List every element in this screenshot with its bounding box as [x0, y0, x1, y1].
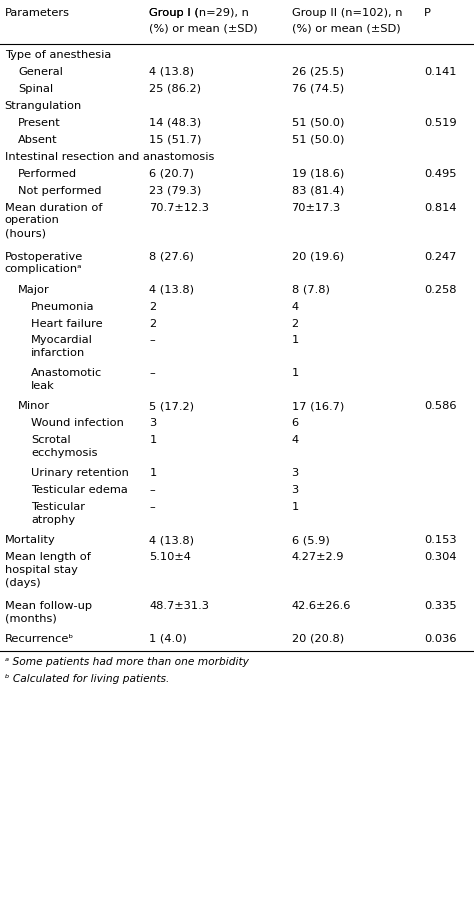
Text: 76 (74.5): 76 (74.5) — [292, 84, 344, 94]
Text: 2: 2 — [149, 301, 156, 311]
Text: Testicular
atrophy: Testicular atrophy — [31, 502, 85, 525]
Text: Present: Present — [18, 118, 61, 128]
Text: Mean length of
hospital stay
(days): Mean length of hospital stay (days) — [5, 552, 91, 588]
Text: 0.247: 0.247 — [424, 252, 456, 262]
Text: 5 (17.2): 5 (17.2) — [149, 401, 194, 411]
Text: 20 (19.6): 20 (19.6) — [292, 252, 344, 262]
Text: Urinary retention: Urinary retention — [31, 468, 129, 478]
Text: 1: 1 — [149, 468, 156, 478]
Text: 1: 1 — [292, 502, 299, 512]
Text: 42.6±26.6: 42.6±26.6 — [292, 601, 351, 611]
Text: 0.036: 0.036 — [424, 634, 457, 644]
Text: Myocardial
infarction: Myocardial infarction — [31, 336, 93, 358]
Text: Not performed: Not performed — [18, 186, 101, 196]
Text: 25 (86.2): 25 (86.2) — [149, 84, 201, 94]
Text: Mean duration of
operation
(hours): Mean duration of operation (hours) — [5, 203, 102, 238]
Text: Heart failure: Heart failure — [31, 318, 103, 328]
Text: 0.335: 0.335 — [424, 601, 457, 611]
Text: 2: 2 — [292, 318, 299, 328]
Text: 17 (16.7): 17 (16.7) — [292, 401, 344, 411]
Text: 8 (7.8): 8 (7.8) — [292, 284, 329, 295]
Text: Minor: Minor — [18, 401, 50, 411]
Text: Testicular edema: Testicular edema — [31, 485, 128, 495]
Text: ᵃ Some patients had more than one morbidity: ᵃ Some patients had more than one morbid… — [5, 657, 249, 667]
Text: 4: 4 — [292, 436, 299, 446]
Text: 4 (13.8): 4 (13.8) — [149, 535, 194, 545]
Text: Major: Major — [18, 284, 50, 295]
Text: 0.495: 0.495 — [424, 169, 457, 179]
Text: 0.258: 0.258 — [424, 284, 457, 295]
Text: 4: 4 — [292, 301, 299, 311]
Text: 1 (4.0): 1 (4.0) — [149, 634, 187, 644]
Text: 6: 6 — [292, 419, 299, 428]
Text: 1: 1 — [149, 436, 156, 446]
Text: 20 (20.8): 20 (20.8) — [292, 634, 344, 644]
Text: 70±17.3: 70±17.3 — [292, 203, 341, 213]
Text: 4.27±2.9: 4.27±2.9 — [292, 552, 344, 562]
Text: –: – — [149, 485, 155, 495]
Text: 0.586: 0.586 — [424, 401, 457, 411]
Text: 0.304: 0.304 — [424, 552, 457, 562]
Text: Group I ( n =29),  n: Group I ( n =29), n — [149, 8, 256, 18]
Text: Mean follow-up
(months): Mean follow-up (months) — [5, 601, 92, 624]
Text: 4 (13.8): 4 (13.8) — [149, 284, 194, 295]
Text: –: – — [149, 368, 155, 379]
Text: Strangulation: Strangulation — [5, 101, 82, 111]
Text: Recurrenceᵇ: Recurrenceᵇ — [5, 634, 74, 644]
Text: 15 (51.7): 15 (51.7) — [149, 134, 201, 145]
Text: 19 (18.6): 19 (18.6) — [292, 169, 344, 179]
Text: 83 (81.4): 83 (81.4) — [292, 186, 344, 196]
Text: P: P — [424, 8, 431, 18]
Text: Pneumonia: Pneumonia — [31, 301, 95, 311]
Text: 51 (50.0): 51 (50.0) — [292, 118, 344, 128]
Text: –: – — [149, 336, 155, 345]
Text: 26 (25.5): 26 (25.5) — [292, 67, 344, 77]
Text: ᵇ Calculated for living patients.: ᵇ Calculated for living patients. — [5, 674, 169, 684]
Text: Postoperative
complicationᵃ: Postoperative complicationᵃ — [5, 252, 83, 274]
Text: 0.141: 0.141 — [424, 67, 457, 77]
Text: Mortality: Mortality — [5, 535, 55, 545]
Text: Parameters: Parameters — [5, 8, 70, 18]
Text: (%) or mean (±SD): (%) or mean (±SD) — [292, 24, 400, 34]
Text: 23 (79.3): 23 (79.3) — [149, 186, 201, 196]
Text: 1: 1 — [292, 336, 299, 345]
Text: Performed: Performed — [18, 169, 77, 179]
Text: Wound infection: Wound infection — [31, 419, 124, 428]
Text: 48.7±31.3: 48.7±31.3 — [149, 601, 210, 611]
Text: 14 (48.3): 14 (48.3) — [149, 118, 201, 128]
Text: 51 (50.0): 51 (50.0) — [292, 134, 344, 145]
Text: –: – — [149, 502, 155, 512]
Text: 4 (13.8): 4 (13.8) — [149, 67, 194, 77]
Text: 3: 3 — [292, 485, 299, 495]
Text: Absent: Absent — [18, 134, 58, 145]
Text: 8 (27.6): 8 (27.6) — [149, 252, 194, 262]
Text: General: General — [18, 67, 63, 77]
Text: 3: 3 — [292, 468, 299, 478]
Text: Group I (: Group I ( — [149, 8, 199, 18]
Text: Group I (: Group I ( — [149, 8, 199, 18]
Text: Intestinal resection and anastomosis: Intestinal resection and anastomosis — [5, 152, 214, 161]
Text: (%) or mean (±SD): (%) or mean (±SD) — [149, 24, 258, 34]
Text: 6 (5.9): 6 (5.9) — [292, 535, 329, 545]
Text: Group I (n=29), n: Group I (n=29), n — [149, 8, 249, 18]
Text: 5.10±4: 5.10±4 — [149, 552, 191, 562]
Text: 6 (20.7): 6 (20.7) — [149, 169, 194, 179]
Text: Anastomotic
leak: Anastomotic leak — [31, 368, 102, 391]
Text: 0.519: 0.519 — [424, 118, 457, 128]
Text: 70.7±12.3: 70.7±12.3 — [149, 203, 210, 213]
Text: 0.153: 0.153 — [424, 535, 457, 545]
Text: Scrotal
ecchymosis: Scrotal ecchymosis — [31, 436, 98, 458]
Text: 0.814: 0.814 — [424, 203, 457, 213]
Text: 2: 2 — [149, 318, 156, 328]
Text: Spinal: Spinal — [18, 84, 53, 94]
Text: Type of anesthesia: Type of anesthesia — [5, 50, 111, 60]
Text: 1: 1 — [292, 368, 299, 379]
Text: Group II (n=102), n: Group II (n=102), n — [292, 8, 402, 18]
Text: 3: 3 — [149, 419, 156, 428]
Text: Group I (n=29), n: Group I (n=29), n — [149, 8, 250, 18]
